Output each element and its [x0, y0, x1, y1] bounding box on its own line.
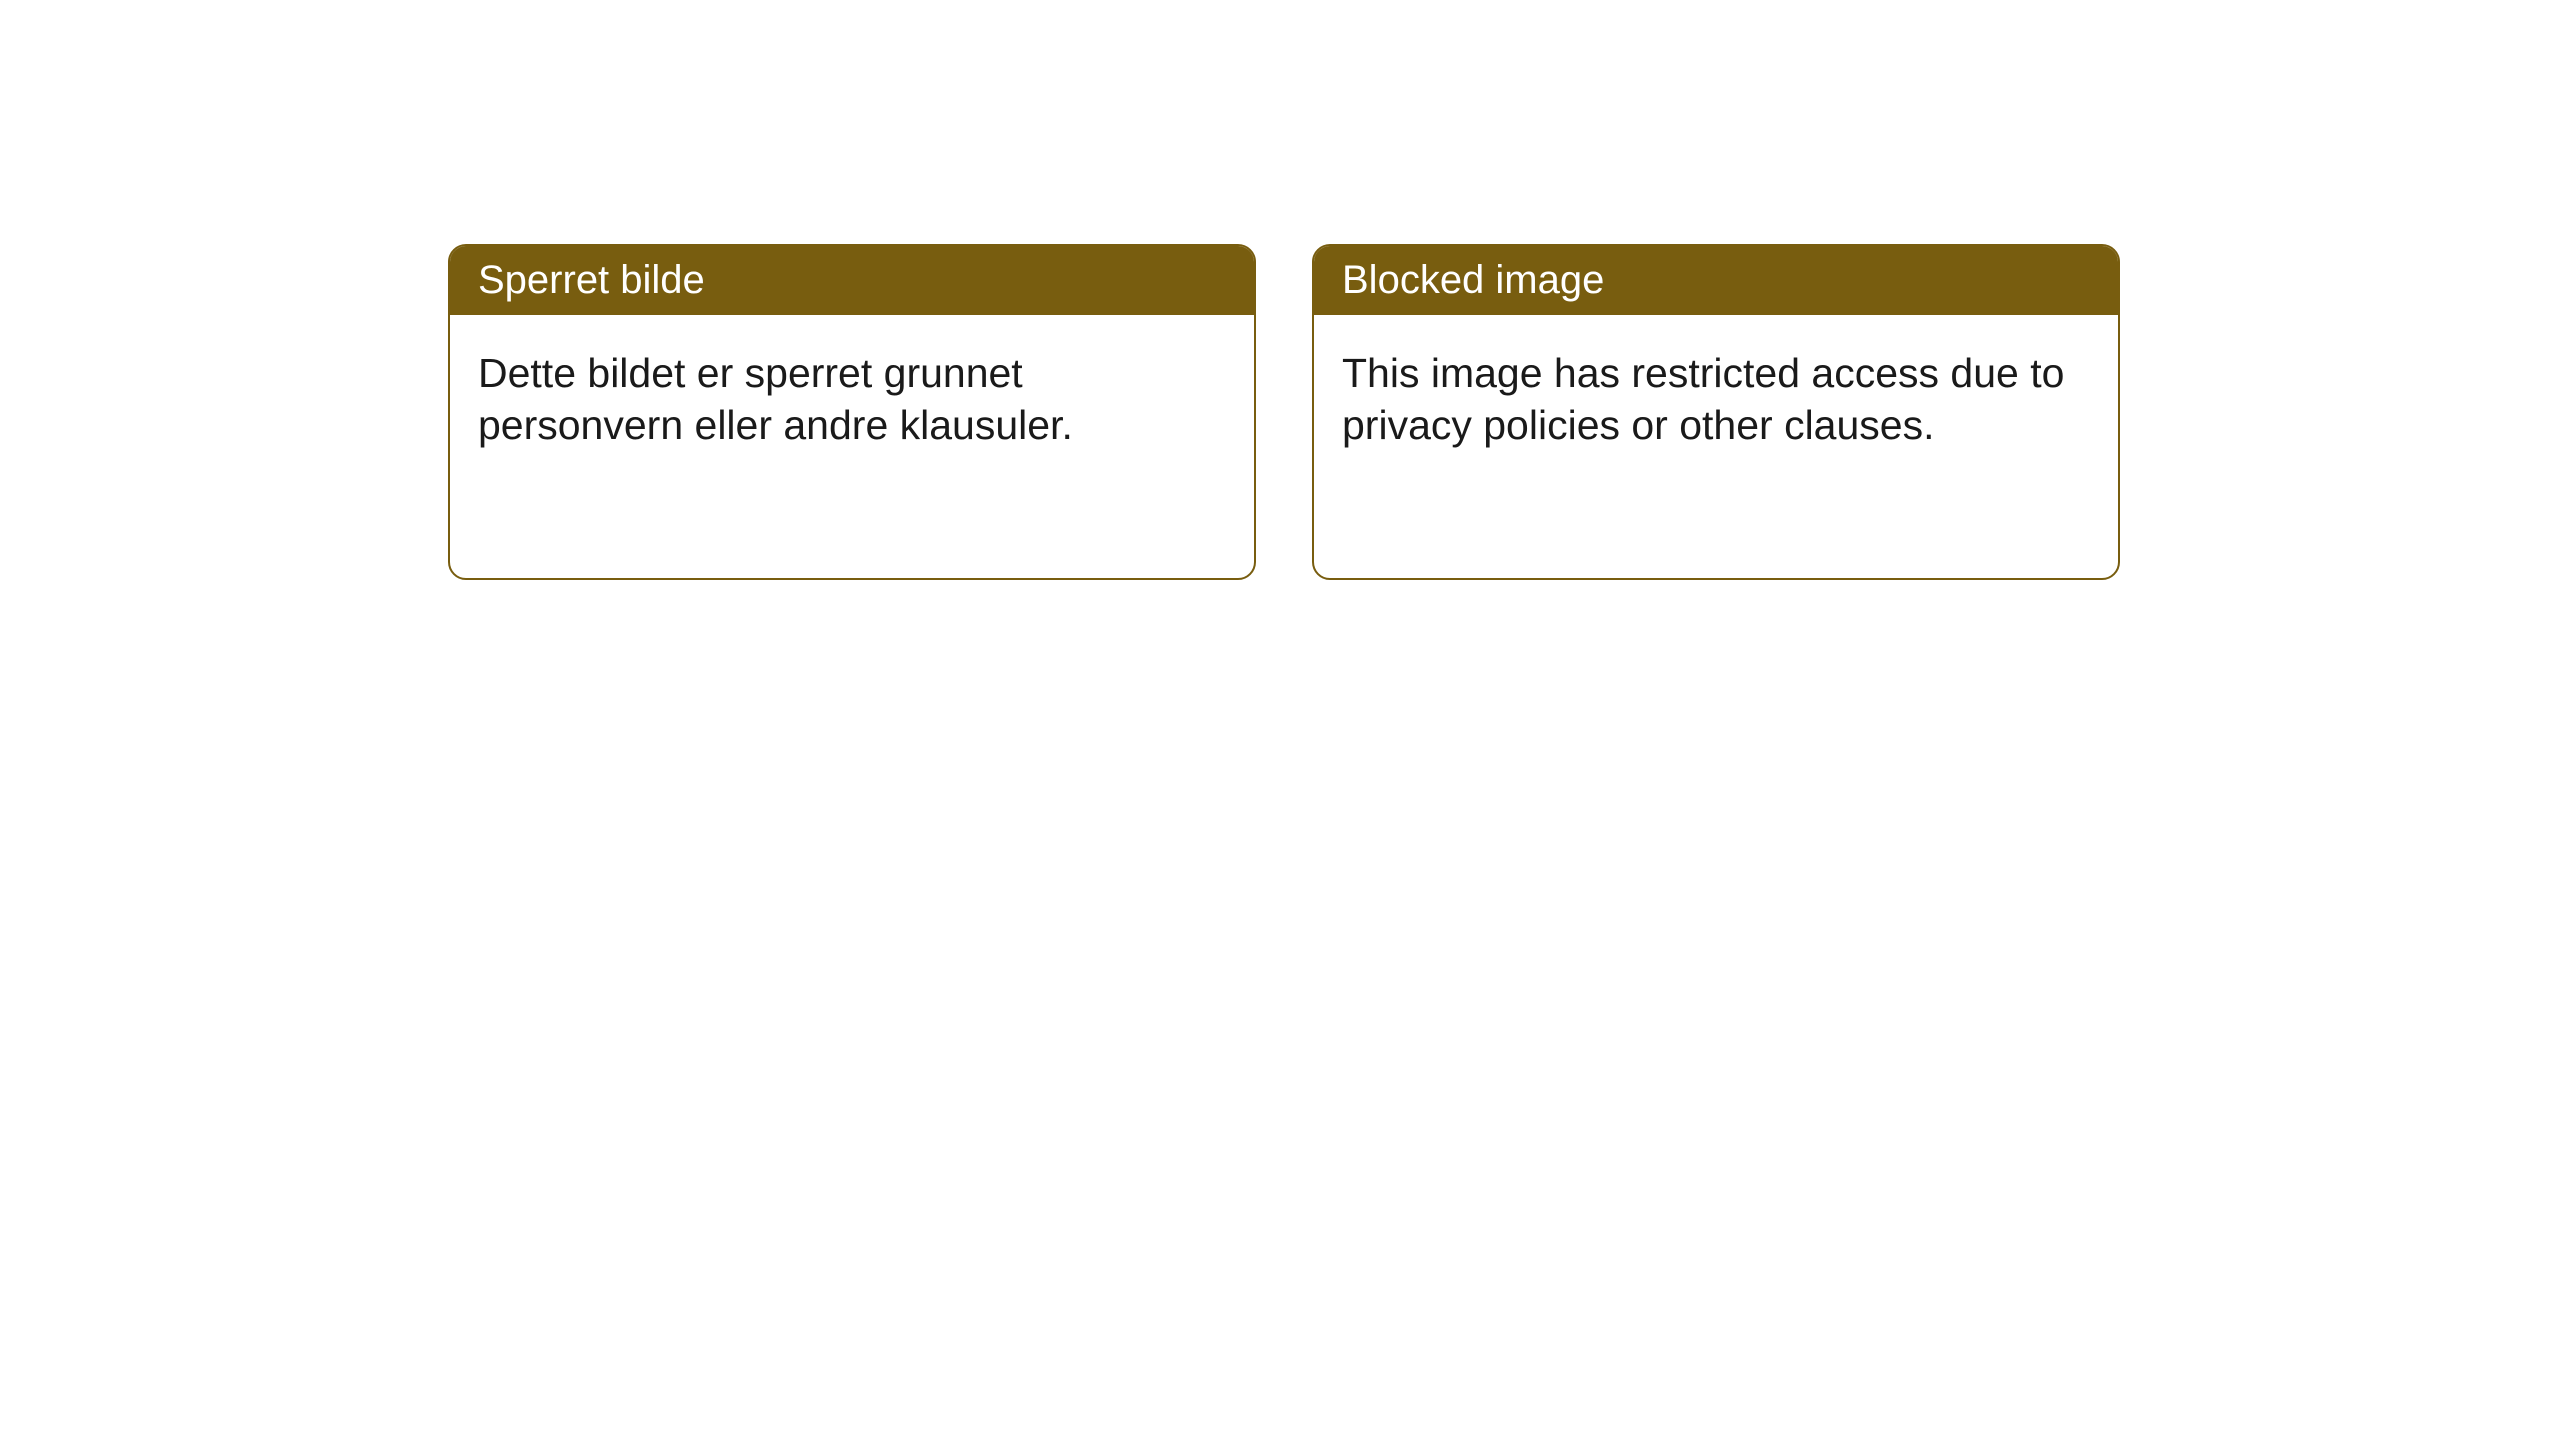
notice-card-norwegian: Sperret bilde Dette bildet er sperret gr… — [448, 244, 1256, 580]
notice-header: Sperret bilde — [450, 246, 1254, 315]
notice-card-english: Blocked image This image has restricted … — [1312, 244, 2120, 580]
notice-container: Sperret bilde Dette bildet er sperret gr… — [0, 0, 2560, 580]
notice-title: Sperret bilde — [478, 258, 705, 302]
notice-title: Blocked image — [1342, 258, 1604, 302]
notice-message: Dette bildet er sperret grunnet personve… — [478, 350, 1073, 448]
notice-body: This image has restricted access due to … — [1314, 315, 2118, 484]
notice-body: Dette bildet er sperret grunnet personve… — [450, 315, 1254, 484]
notice-header: Blocked image — [1314, 246, 2118, 315]
notice-message: This image has restricted access due to … — [1342, 350, 2064, 448]
